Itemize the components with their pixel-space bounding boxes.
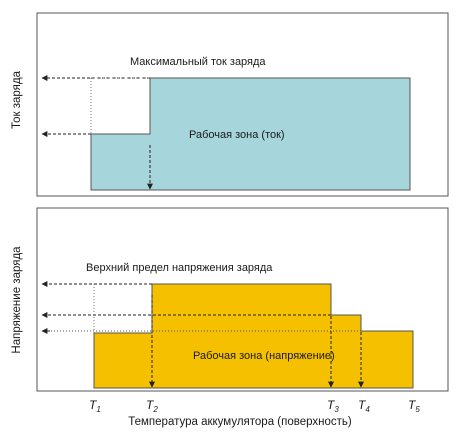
voltage-y-axis-label: Напряжение заряда <box>11 246 23 354</box>
current-zone-label: Рабочая зона (ток) <box>189 129 285 141</box>
temp-mark-t2: T2 <box>146 398 158 414</box>
temp-mark-t3: T3 <box>327 398 339 414</box>
voltage-zone-label: Рабочая зона (напряжение) <box>193 350 335 362</box>
current-y-axis-label: Ток заряда <box>11 70 23 129</box>
temp-mark-t4: T4 <box>358 398 370 414</box>
voltage-max-label: Верхний предел напряжения заряда <box>86 262 273 274</box>
voltage-panel: Верхний предел напряжения заряда Рабочая… <box>11 207 449 392</box>
temp-mark-t1: T1 <box>89 398 101 414</box>
current-panel: Максимальный ток заряда Рабочая зона (то… <box>11 12 449 197</box>
temperature-marks: T1 T2 T3 T4 T5 <box>89 398 420 414</box>
x-axis-label: Температура аккумулятора (поверхность) <box>128 416 352 428</box>
temp-mark-t5: T5 <box>408 398 420 414</box>
current-max-label: Максимальный ток заряда <box>130 56 266 68</box>
